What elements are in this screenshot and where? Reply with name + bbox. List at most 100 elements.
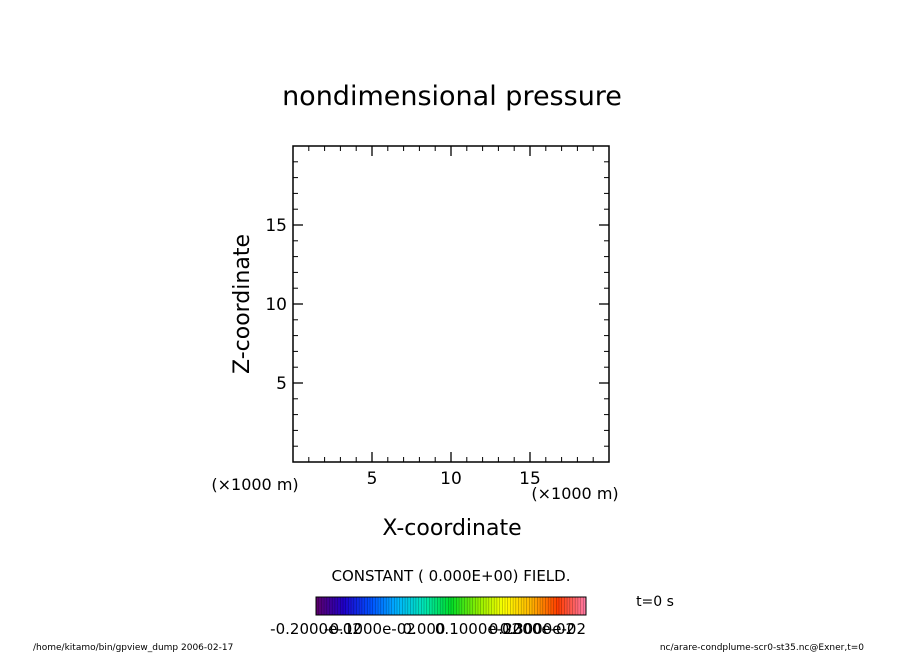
colorbar-swatch [372,597,376,615]
colorbar-swatch [448,597,452,615]
colorbar-swatch [407,597,411,615]
colorbar-swatch [550,597,554,615]
plot-frame [292,145,610,463]
colorbar-swatch [475,597,479,615]
x-tick-label: 5 [367,469,378,489]
colorbar-swatch [375,597,379,615]
colorbar-swatch [459,597,463,615]
colorbar-swatch [575,597,579,615]
colorbar-swatch [329,597,333,615]
colorbar-label: -0.1000e-02 [324,620,416,638]
colorbar-swatch [434,597,438,615]
colorbar-swatch [437,597,441,615]
colorbar-swatch [370,597,373,615]
colorbar-swatch [386,597,390,615]
colorbar-swatch [480,597,484,615]
colorbar-swatch [405,597,409,615]
colorbar-swatch [537,597,541,615]
colorbar-swatch [351,597,355,615]
colorbar-swatch [577,597,581,615]
colorbar-labels: -0.2000e-02-0.1000e-020.0000.1000e-020.2… [270,620,586,638]
colorbar-swatch [332,597,336,615]
colorbar-swatch [580,597,584,615]
colorbar-swatch [318,597,322,615]
y-tick-label: 10 [265,295,287,315]
colorbar-swatch [353,597,357,615]
x-unit-label: (×1000 m) [211,475,298,494]
colorbar-swatch [361,597,365,615]
y-tick-label: 5 [276,374,287,394]
colorbar-swatch [429,597,433,615]
colorbar-label: 0.1000e-02 [435,620,521,638]
x-tick-label: 15 [519,469,541,489]
colorbar-swatch [397,597,400,615]
colorbar-swatch [413,597,417,615]
colorbar-swatch [359,597,363,615]
y-tick-label: 15 [265,216,287,236]
colorbar-swatch [402,597,406,615]
colorbar-swatch [483,597,487,615]
colorbar-swatch [510,597,514,615]
colorbar-swatch [478,597,481,615]
x-tick-label: 10 [440,469,462,489]
colorbar-swatch [467,597,471,615]
colorbar-swatch [523,597,527,615]
colorbar-swatch [491,597,495,615]
colorbar-swatch [529,597,533,615]
time-label: t=0 s [636,594,674,610]
colorbar-swatch [334,597,338,615]
colorbar-swatch [348,597,352,615]
colorbar-swatch [567,597,571,615]
colorbar-swatch [499,597,503,615]
colorbar-swatch [432,597,436,615]
colorbar-swatch [488,597,492,615]
colorbar-swatch [424,597,427,615]
x-axis-ticks: 5 10 15 [367,146,541,489]
colorbar-swatch [321,597,325,615]
colorbar-swatch [337,597,341,615]
colorbar-swatch [548,597,552,615]
y-unit-label: (×1000 m) [531,484,618,503]
colorbar-swatch [472,597,476,615]
colorbar-frame [315,596,587,616]
colorbar-swatch [378,597,382,615]
colorbar-label: -0.2000e-02 [270,620,362,638]
colorbar-label: 0.3000e-02 [500,620,586,638]
colorbar-swatch [399,597,403,615]
colorbar-swatch [532,597,535,615]
colorbar-swatch [345,597,349,615]
x-axis-label: X-coordinate [382,516,521,541]
y-axis-label: Z-coordinate [230,234,255,374]
colorbar-swatch [505,597,508,615]
colorbar-swatch [394,597,398,615]
colorbar-swatch [445,597,449,615]
colorbar-swatch [556,597,560,615]
colorbar-swatch [518,597,522,615]
colorbar-swatch [572,597,576,615]
colorbar-swatch [507,597,511,615]
colorbar-swatch [469,597,473,615]
colorbar-swatch [343,597,346,615]
colorbar-swatch [534,597,538,615]
colorbar-swatch [559,597,562,615]
colorbar-swatch [418,597,422,615]
colorbar-swatch [415,597,419,615]
colorbar-swatch [453,597,457,615]
constant-field-note: CONSTANT ( 0.000E+00) FIELD. [332,567,571,585]
colorbar-swatch [388,597,392,615]
colorbar-swatch [526,597,530,615]
colorbar-swatch [391,597,395,615]
colorbar-swatch [540,597,544,615]
colorbar-swatch [383,597,387,615]
colorbar-swatch [583,597,587,615]
chart-title: nondimensional pressure [282,81,622,112]
colorbar-swatch [410,597,414,615]
colorbar-swatch [380,597,384,615]
colorbar-swatch [456,597,460,615]
colorbar-swatch [316,597,319,615]
colorbar-swatch [464,597,468,615]
y-axis-ticks: 5 10 15 [265,216,609,394]
colorbar-swatch [553,597,557,615]
footer-left: /home/kitamo/bin/gpview_dump 2006-02-17 [33,643,233,653]
